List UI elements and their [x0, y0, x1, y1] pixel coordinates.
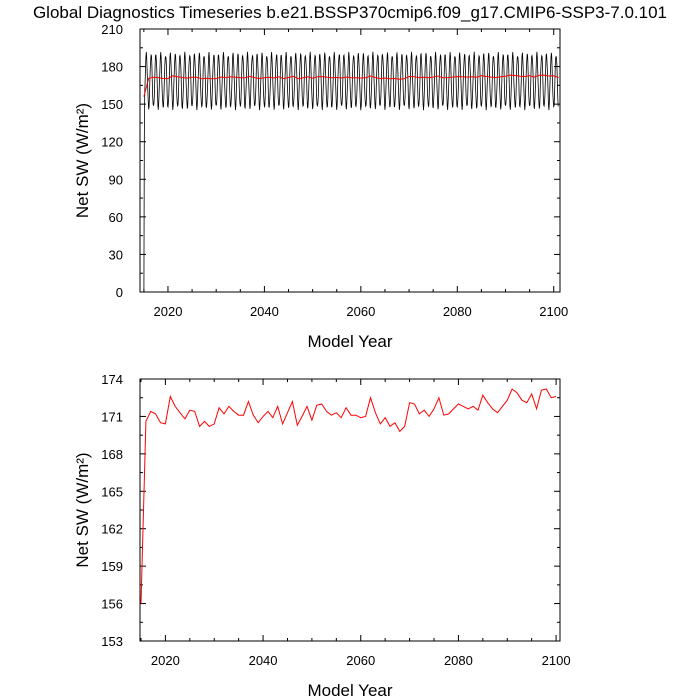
panel-1-monthly-series-line: [143, 51, 559, 293]
panel-2-x-tick-label: 2100: [542, 653, 571, 668]
panel-1-y-tick-label: 60: [109, 210, 123, 225]
panel-1-y-tick-label: 150: [101, 97, 123, 112]
panel-2-y-tick-label: 168: [101, 447, 123, 462]
panel-1-y-tick-label: 30: [109, 247, 123, 262]
panel-1-y-tick-label: 0: [116, 285, 123, 300]
figure-title: Global Diagnostics Timeseries b.e21.BSSP…: [32, 3, 668, 22]
panel-1-y-axis-label: Net SW (W/m²): [73, 103, 92, 218]
panel-2-annual-series-line: [140, 388, 557, 604]
panel-1-x-tick-label: 2060: [346, 304, 375, 319]
panel-2-y-tick-label: 156: [101, 597, 123, 612]
panel-2-x-tick-label: 2040: [249, 653, 278, 668]
panel-2-x-tick-label: 2080: [444, 653, 473, 668]
panel-2-x-tick-label: 2060: [346, 653, 375, 668]
panel-1-x-tick-label: 2080: [443, 304, 472, 319]
panel-2-x-axis-label: Model Year: [307, 681, 392, 700]
panel-1-y-tick-label: 180: [101, 60, 123, 75]
panel-2-plot-frame: [139, 378, 561, 642]
panel-2-x-tick-label: 2020: [151, 653, 180, 668]
panel-1-x-tick-label: 2020: [154, 304, 183, 319]
panel-2-y-tick-label: 159: [101, 559, 123, 574]
panel-2-y-axis-label: Net SW (W/m²): [73, 452, 92, 567]
panel-2-y-tick-label: 153: [101, 634, 123, 649]
panel-2-y-tick-label: 165: [101, 484, 123, 499]
panel-1-x-axis-label: Model Year: [307, 332, 392, 351]
panel-1-y-tick-label: 210: [101, 22, 123, 37]
panel-2-y-tick-label: 171: [101, 409, 123, 424]
panel-1-x-tick-label: 2100: [539, 304, 568, 319]
panel-1-y-tick-label: 90: [109, 172, 123, 187]
panel-2-y-tick-label: 174: [101, 372, 123, 387]
panel-1-y-tick-label: 120: [101, 135, 123, 150]
panel-2-y-tick-label: 162: [101, 522, 123, 537]
panel-1-annual-series-line: [143, 74, 559, 97]
panel-1-x-tick-label: 2040: [250, 304, 279, 319]
